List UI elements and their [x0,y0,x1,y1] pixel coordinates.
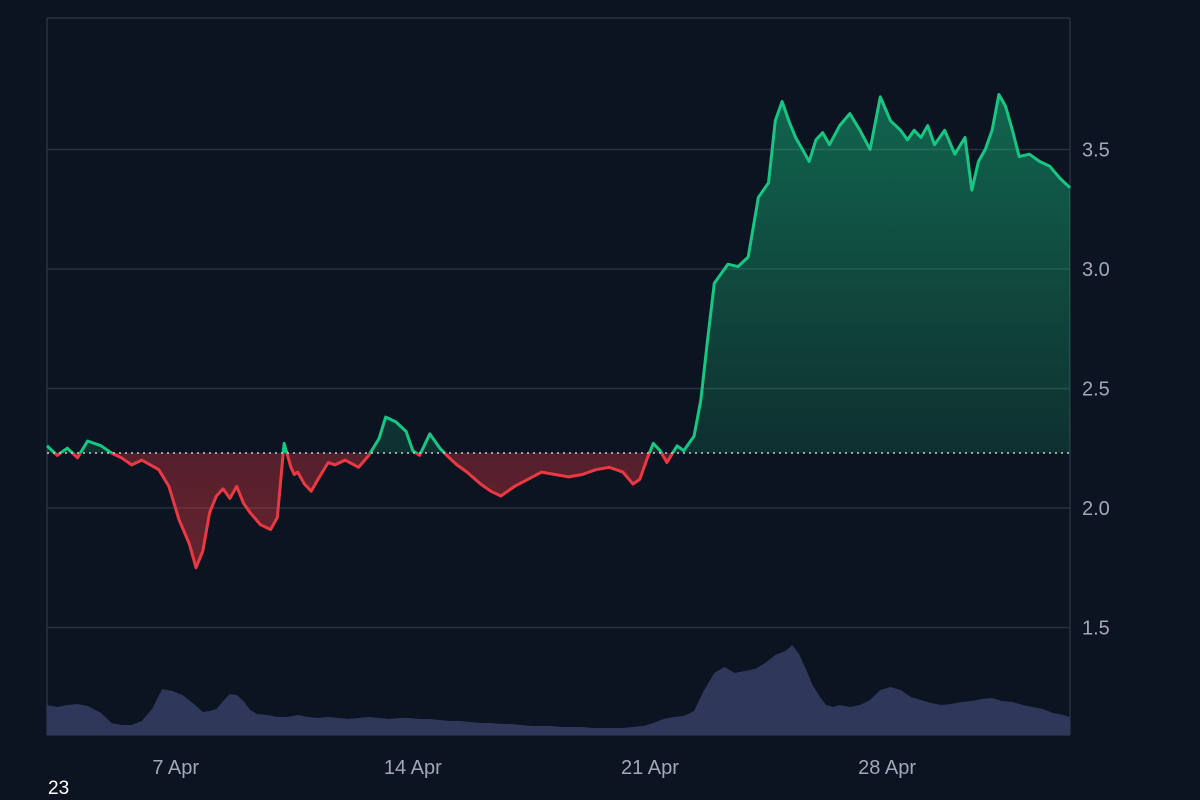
volume-series [47,645,1070,735]
y-axis-ticks: 1.5 2.0 2.5 3.0 3.5 [1082,139,1110,639]
price-line-down [52,452,675,570]
price-fill [47,94,1070,568]
price-line [45,93,1072,570]
area-above-baseline [47,94,1070,453]
area-below-baseline [47,452,1070,568]
y-tick-label: 2.0 [1082,498,1110,520]
x-tick-label: 21 Apr [621,757,679,779]
x-tick-label: 14 Apr [384,757,442,779]
x-tick-label: 7 Apr [152,757,199,779]
price-line-up [45,93,1072,453]
x-tick-label: 28 Apr [858,757,916,779]
y-tick-label: 3.5 [1082,139,1110,161]
x-axis-ticks: 7 Apr 14 Apr 21 Apr 28 Apr [152,757,916,779]
corner-label: 23 [48,778,70,799]
y-tick-label: 3.0 [1082,259,1110,281]
y-tick-label: 1.5 [1082,617,1110,639]
y-tick-label: 2.5 [1082,378,1110,400]
volume-area [47,645,1070,735]
